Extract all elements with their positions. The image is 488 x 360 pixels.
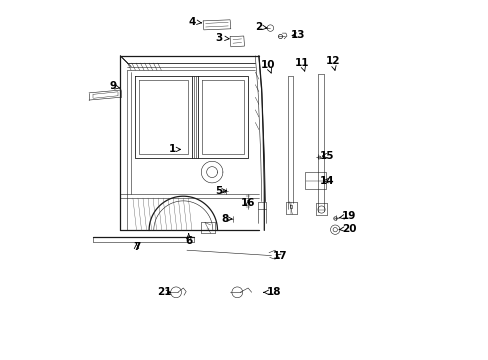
Text: 19: 19 [338,211,355,221]
Text: 17: 17 [273,251,287,261]
Text: 3: 3 [215,33,229,43]
Text: 16: 16 [241,198,255,208]
Text: 12: 12 [325,56,339,70]
Text: 18: 18 [264,287,281,297]
Text: 11: 11 [294,58,309,71]
Text: 9: 9 [109,81,120,91]
Text: 2: 2 [255,22,266,32]
Text: 4: 4 [188,17,201,27]
Text: 1: 1 [168,144,180,154]
Text: 14: 14 [319,176,334,186]
Text: 7: 7 [133,242,140,252]
Text: 20: 20 [338,224,355,234]
Text: 8: 8 [221,214,232,224]
Text: 10: 10 [260,60,275,73]
Text: 6: 6 [184,233,192,246]
Text: 15: 15 [319,150,334,161]
Text: 13: 13 [290,30,305,40]
Text: 5: 5 [215,186,226,196]
Text: 21: 21 [157,287,171,297]
